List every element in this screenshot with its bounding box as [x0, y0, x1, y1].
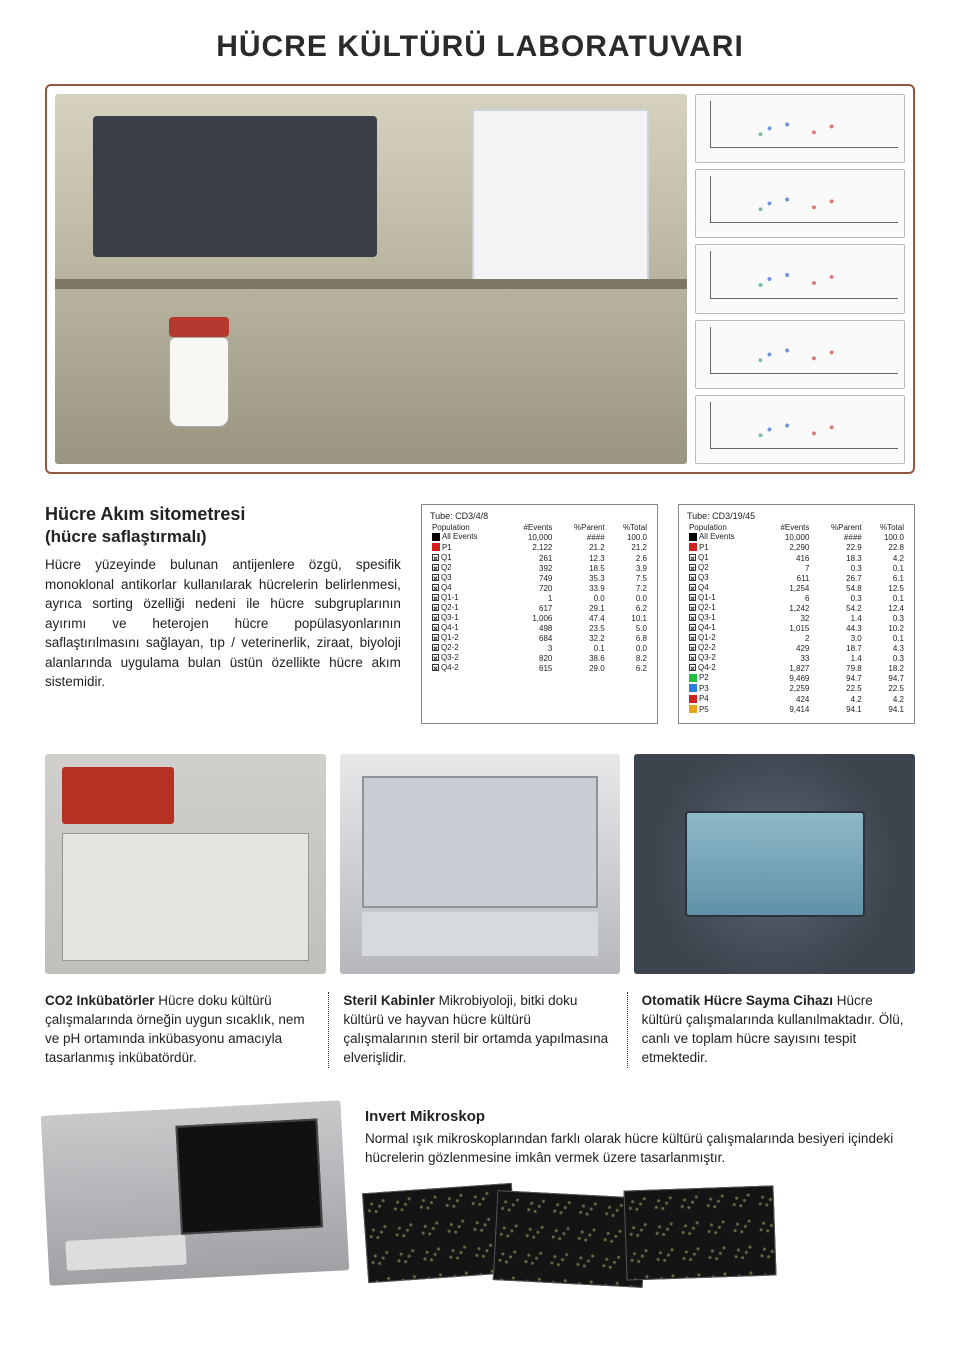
scatter-plot-5 [695, 395, 906, 464]
cabinet-lead: Steril Kabinler [343, 993, 435, 1008]
intro-subheading: (hücre saflaştırmalı) [45, 527, 401, 547]
intro-section: Hücre Akım sitometresi (hücre saflaştırm… [45, 504, 915, 724]
population-panel-2: Tube: CD3/19/45 Population#Events%Parent… [678, 504, 915, 724]
microscope-text-wrap: Invert Mikroskop Normal ışık mikroskopla… [365, 1108, 915, 1288]
table-row: Q3-282038.68.2 [430, 653, 649, 663]
flow-cytometer-photo [55, 94, 687, 464]
table-row: Q2-11,24254.212.4 [687, 603, 906, 613]
scatter-plot-2 [695, 169, 906, 238]
table-row: Q374935.37.5 [430, 573, 649, 583]
table-row: P29,46994.794.7 [687, 673, 906, 684]
equipment-images-row [45, 754, 915, 974]
population-panel-1: Tube: CD3/4/8 Population#Events%Parent%T… [421, 504, 658, 724]
invert-microscope-image [41, 1100, 349, 1285]
table-row: Q3-1321.40.3 [687, 613, 906, 623]
table-row: Q1-223.00.1 [687, 633, 906, 643]
table-row: P59,41494.194.1 [687, 705, 906, 716]
microscope-sample-tiles [365, 1188, 915, 1288]
reagent-bottle-cap [169, 317, 229, 337]
table-row: Q3-11,00647.410.1 [430, 613, 649, 623]
scatter-plot-1 [695, 94, 906, 163]
table-row: Q239218.53.9 [430, 563, 649, 573]
microscope-image-wrap [45, 1108, 345, 1308]
incubator-text: CO2 Inkübatörler Hücre doku kültürü çalı… [45, 992, 329, 1068]
hero-frame [45, 84, 915, 474]
invert-microscope-row: Invert Mikroskop Normal ışık mikroskopla… [45, 1108, 915, 1308]
panel2-table: Population#Events%Parent%TotalAll Events… [687, 523, 906, 715]
counter-lead: Otomatik Hücre Sayma Cihazı [642, 993, 833, 1008]
table-row: P32,25922.522.5 [687, 684, 906, 695]
flow-plots-column [695, 94, 906, 464]
table-row: Q4-21,82779.818.2 [687, 663, 906, 673]
panel1-title: Tube: CD3/4/8 [430, 511, 649, 521]
table-row: P44244.24.2 [687, 694, 906, 705]
hero-inner [55, 94, 905, 464]
table-row: All Events10,000####100.0 [430, 532, 649, 543]
cell-sample-tile-3 [623, 1185, 776, 1280]
reagent-bottle [169, 337, 229, 427]
table-row: Q2-230.10.0 [430, 643, 649, 653]
cabinet-text: Steril Kabinler Mikrobiyoloji, bitki dok… [343, 992, 627, 1068]
panel2-title: Tube: CD3/19/45 [687, 511, 906, 521]
table-row: Q2-161729.16.2 [430, 603, 649, 613]
table-row: Q126112.32.6 [430, 553, 649, 563]
co2-incubator-image [45, 754, 326, 974]
page-title: HÜCRE KÜLTÜRÜ LABORATUVARI [0, 30, 960, 64]
table-row: Q1-268432.26.8 [430, 633, 649, 643]
table-row: Q4-11,01544.310.2 [687, 623, 906, 633]
equipment-text-row: CO2 Inkübatörler Hücre doku kültürü çalı… [45, 992, 915, 1068]
table-row: Q270.30.1 [687, 563, 906, 573]
table-row: P12,12221.221.2 [430, 543, 649, 554]
scatter-plot-4 [695, 320, 906, 389]
table-row: Q141618.34.2 [687, 553, 906, 563]
table-row: Q4-261529.06.2 [430, 663, 649, 673]
cell-counter-image [634, 754, 915, 974]
scatter-plot-3 [695, 244, 906, 313]
sterile-cabinet-image [340, 754, 621, 974]
intro-text-block: Hücre Akım sitometresi (hücre saflaştırm… [45, 504, 401, 724]
instrument-monitor [472, 109, 649, 287]
table-row: Q361126.76.1 [687, 573, 906, 583]
incubator-lead: CO2 Inkübatörler [45, 993, 155, 1008]
intro-body: Hücre yüzeyinde bulunan antijenlere özgü… [45, 555, 401, 692]
table-row: All Events10,000####100.0 [687, 532, 906, 543]
intro-heading: Hücre Akım sitometresi [45, 504, 401, 525]
panel1-table: Population#Events%Parent%TotalAll Events… [430, 523, 649, 673]
table-row: Q1-160.30.1 [687, 593, 906, 603]
table-row: Q472033.97.2 [430, 583, 649, 593]
microscope-body: Normal ışık mikroskoplarından farklı ola… [365, 1129, 915, 1168]
table-row: Q3-2331.40.3 [687, 653, 906, 663]
table-row: Q41,25454.812.5 [687, 583, 906, 593]
table-row: P12,29022.922.8 [687, 543, 906, 554]
table-row: Q4-149823.55.0 [430, 623, 649, 633]
table-row: Q1-110.00.0 [430, 593, 649, 603]
counter-text: Otomatik Hücre Sayma Cihazı Hücre kültür… [642, 992, 915, 1068]
table-row: Q2-242918.74.3 [687, 643, 906, 653]
instrument-box [93, 116, 377, 257]
instrument-shelf [55, 279, 687, 289]
microscope-heading: Invert Mikroskop [365, 1108, 915, 1125]
